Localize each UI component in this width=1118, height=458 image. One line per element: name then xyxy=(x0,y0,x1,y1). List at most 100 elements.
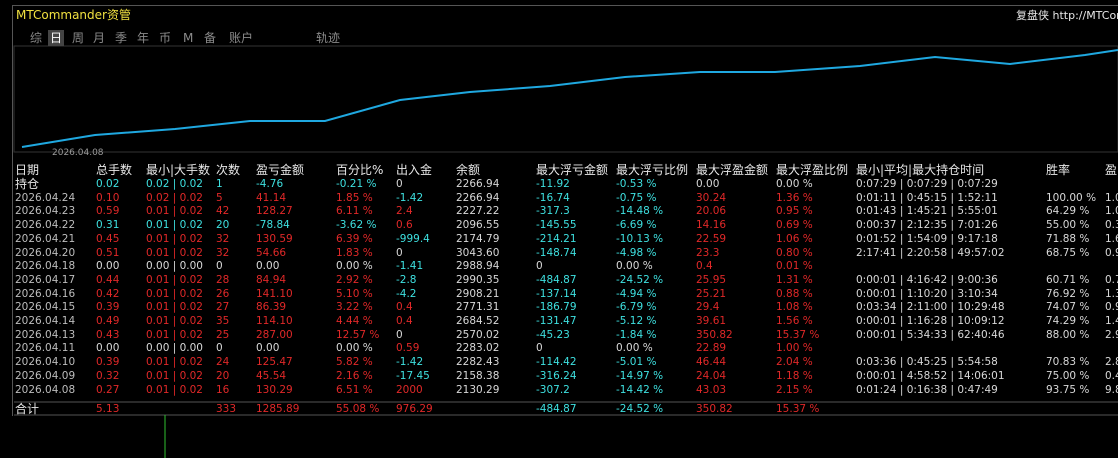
cell: 0.39 xyxy=(96,301,120,314)
cell: 28 xyxy=(216,273,230,286)
cell: -11.92 xyxy=(536,178,570,190)
cell: 0.01 | 0.02 xyxy=(146,273,203,286)
cell: 14.16 xyxy=(696,219,727,232)
cell: 0.80 % xyxy=(776,246,813,259)
column-header: 最大浮亏比例 xyxy=(616,163,689,177)
cell: 0.31 xyxy=(96,219,120,232)
cell: 0.00 xyxy=(256,260,280,273)
cell: 74.07 % xyxy=(1046,301,1090,314)
cell: -214.21 xyxy=(536,232,577,245)
cell: 20.06 xyxy=(696,205,727,218)
window-title: MTCommander资管 xyxy=(16,8,131,22)
cell: 0.01 | 0.02 xyxy=(146,287,203,300)
cell: 100.00 % xyxy=(1046,191,1097,204)
cell: -0.21 % xyxy=(336,178,377,190)
cell: 0 xyxy=(536,260,543,273)
tab[interactable]: 季 xyxy=(115,31,128,45)
cell: -1.41 xyxy=(396,260,424,273)
tab[interactable]: 账户 xyxy=(229,31,254,45)
cell: 32 xyxy=(216,232,230,245)
cell: 0.69 % xyxy=(776,219,813,232)
cell: 2:17:41 | 2:20:58 | 49:57:02 xyxy=(856,246,1005,259)
cell: 42 xyxy=(216,205,230,218)
chart-panel xyxy=(13,45,1118,153)
cell: 1.06 % xyxy=(776,232,813,245)
cell: -999.4 xyxy=(396,232,430,245)
cell: 2.92 % xyxy=(336,273,373,286)
cell: 27 xyxy=(216,301,230,314)
tab[interactable]: 综 xyxy=(30,31,43,45)
cell: -4.98 % xyxy=(616,246,657,259)
cell: -17.45 xyxy=(396,369,430,382)
cell: 25.95 xyxy=(696,273,727,286)
cell: 15.37 % xyxy=(776,403,820,415)
tab[interactable]: 月 xyxy=(93,31,106,45)
cell: 2227.22 xyxy=(456,205,500,218)
cell: 32 xyxy=(216,246,230,259)
cell: 5.10 % xyxy=(336,287,373,300)
row-label: 合计 xyxy=(15,402,40,416)
cell: 976.29 xyxy=(396,403,433,415)
cell: 0 xyxy=(396,178,403,190)
cell: 60.71 % xyxy=(1046,273,1090,286)
cell: 0 xyxy=(396,246,403,259)
cell: -6.79 % xyxy=(616,301,657,314)
cell: -1.84 % xyxy=(616,328,657,341)
row-label: 2026.04.11 xyxy=(15,342,76,355)
row-label: 2026.04.10 xyxy=(15,356,76,369)
cell: 16 xyxy=(216,383,230,396)
tab[interactable]: 备 xyxy=(204,31,217,45)
cell: 0.42 xyxy=(96,287,120,300)
cell: 76.92 % xyxy=(1046,287,1090,300)
cell: 0.27 xyxy=(96,383,120,396)
row-label: 2026.04.23 xyxy=(15,205,76,218)
tab[interactable]: 轨迹 xyxy=(316,31,341,45)
cell: 22.89 xyxy=(696,342,727,355)
cell: 114.10 xyxy=(256,315,293,327)
cell: 0.44 xyxy=(96,273,120,286)
tab[interactable]: 币 xyxy=(159,31,172,45)
cell: 0.9 xyxy=(1105,301,1118,314)
cell: 2988.94 xyxy=(456,260,500,273)
cell: 1.08 % xyxy=(776,301,813,314)
cell: 1.83 % xyxy=(336,246,373,259)
cell: 0:00:01 | 1:16:28 | 10:09:12 xyxy=(856,315,1005,327)
tab[interactable]: 日 xyxy=(48,30,65,46)
cell: 71.88 % xyxy=(1046,232,1090,245)
cell: 2000 xyxy=(396,383,423,396)
tab[interactable]: 周 xyxy=(72,31,85,45)
cell: 70.83 % xyxy=(1046,356,1090,369)
cell: -1.42 xyxy=(396,356,424,369)
cell: 0.00 % xyxy=(336,342,373,355)
cell: 0.88 % xyxy=(776,287,813,300)
cell: 0.01 | 0.02 xyxy=(146,369,203,382)
cell: 1.4 xyxy=(1105,315,1118,327)
cell: 2.4 xyxy=(396,205,413,218)
cell: 0.3 xyxy=(1105,219,1118,232)
cell: -0.75 % xyxy=(616,191,657,204)
tab[interactable]: M xyxy=(183,31,194,45)
cell: 2.16 % xyxy=(336,369,373,382)
cell: 1.0 xyxy=(1105,191,1118,204)
cell: 0:00:01 | 4:58:52 | 14:06:01 xyxy=(856,369,1005,382)
column-header: 总手数 xyxy=(96,163,133,177)
brand: 复盘侠 http://MTCom xyxy=(1016,9,1118,22)
cell: 86.39 xyxy=(256,301,287,314)
cell: 9.8 xyxy=(1105,383,1118,396)
cell: 0.39 xyxy=(96,356,120,369)
cell: 0.4 xyxy=(1105,369,1118,382)
column-header: 百分比% xyxy=(336,163,384,177)
cell: -145.55 xyxy=(536,219,577,232)
cell: -2.8 xyxy=(396,273,417,286)
cell: 2.04 % xyxy=(776,356,813,369)
cell: -14.42 % xyxy=(616,383,664,396)
cell: 5 xyxy=(216,191,223,204)
cell: 0:01:24 | 0:16:38 | 0:47:49 xyxy=(856,383,998,396)
cell: -24.52 % xyxy=(616,403,664,415)
cell: 74.29 % xyxy=(1046,315,1090,327)
cell: 1.31 % xyxy=(776,273,813,286)
cell: 84.94 xyxy=(256,273,287,286)
cell: 2.8 xyxy=(1105,356,1118,369)
tab[interactable]: 年 xyxy=(137,31,150,45)
cell: -148.74 xyxy=(536,246,577,259)
